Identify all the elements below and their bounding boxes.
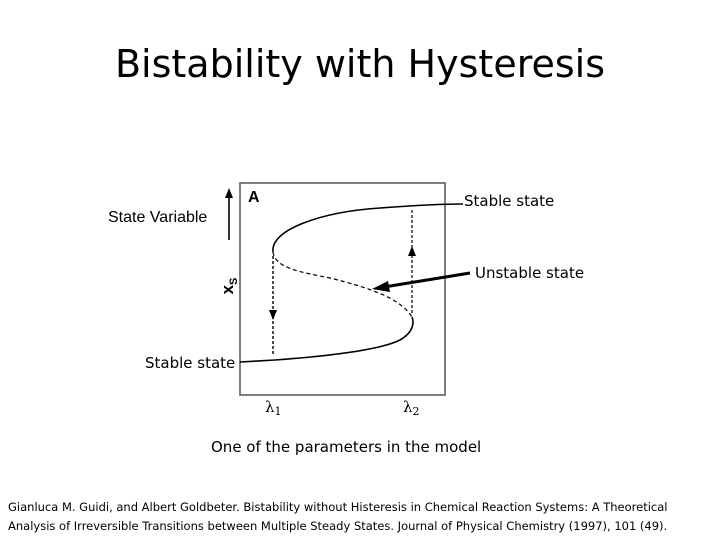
parameter-label: One of the parameters in the model [211, 438, 482, 456]
state-variable-arrowhead [225, 188, 233, 198]
stable-state-upper-label: Stable state [464, 192, 555, 210]
panel-label: A [248, 189, 260, 206]
unstable-branch [272, 251, 413, 318]
jump-up-arrowhead [408, 246, 416, 256]
stable-state-lower-label: Stable state [145, 354, 236, 372]
citation-text: Gianluca M. Guidi, and Albert Goldbeter.… [8, 500, 668, 533]
state-variable-label: State Variable [108, 209, 208, 226]
slide-title: Bistability with Hysteresis [114, 42, 606, 86]
upper-stable-branch [272, 203, 464, 253]
unstable-state-label: Unstable state [475, 264, 585, 282]
y-axis-subscript: S [228, 278, 240, 285]
unstable-pointer-arrowhead [372, 281, 390, 292]
lower-stable-branch [239, 316, 414, 363]
svg-text:λ2: λ2 [403, 398, 420, 418]
jump-down-arrowhead [269, 310, 277, 320]
svg-text:xS: xS [218, 278, 240, 295]
lambda1-symbol: λ [265, 398, 275, 416]
lambda2-subscript: 2 [413, 405, 420, 418]
y-axis-symbol: x [218, 284, 237, 294]
lambda1-subscript: 1 [275, 405, 282, 418]
svg-text:λ1: λ1 [265, 398, 282, 418]
plot-frame [239, 182, 446, 396]
unstable-pointer-line [383, 271, 471, 289]
lambda2-symbol: λ [403, 398, 413, 416]
